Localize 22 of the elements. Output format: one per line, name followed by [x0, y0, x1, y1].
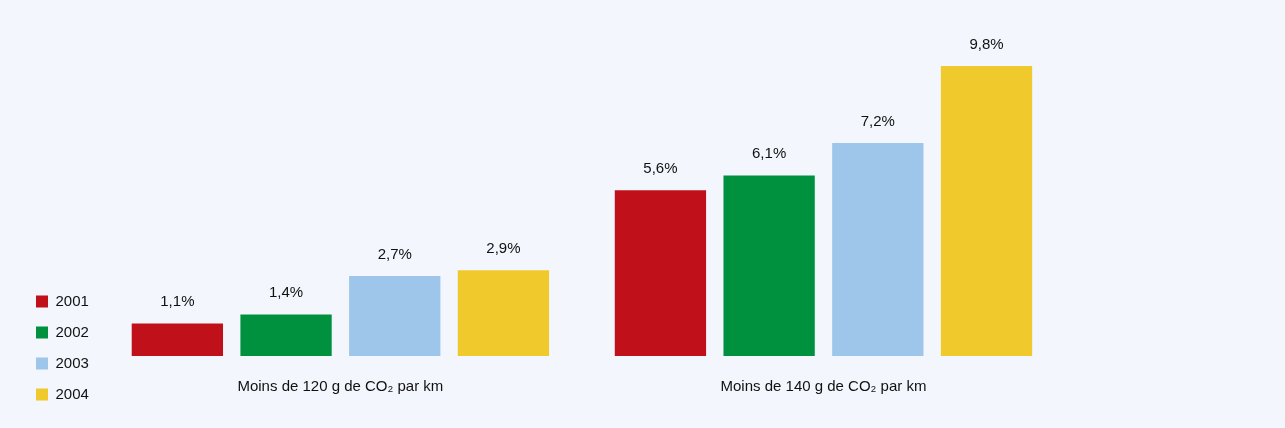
data-label: 1,4%: [268, 283, 304, 301]
legend-label: 2003: [55, 353, 89, 371]
data-label: 7,2%: [860, 111, 895, 129]
data-label: 5,6%: [643, 158, 678, 176]
data-label: 2,7%: [377, 244, 412, 262]
legend-label: 2002: [55, 322, 89, 340]
bar: [349, 276, 441, 356]
bar: [131, 323, 224, 356]
data-label: 9,8%: [969, 34, 1004, 52]
x-tick-label: Moins de 120 g de CO₂ par km: [237, 377, 444, 395]
x-tick-label: Moins de 140 g de CO₂ par km: [720, 377, 927, 395]
data-label: 2,9%: [486, 238, 521, 256]
bar: [614, 190, 707, 356]
data-label: 6,1%: [752, 144, 787, 162]
data-label: 1,1%: [160, 292, 195, 310]
bar: [240, 314, 332, 356]
bar: [940, 65, 1033, 356]
legend-label: 2004: [55, 384, 89, 402]
bar: [832, 142, 924, 356]
bar: [723, 175, 815, 356]
legend-label: 2001: [55, 291, 89, 309]
bar: [457, 270, 550, 356]
